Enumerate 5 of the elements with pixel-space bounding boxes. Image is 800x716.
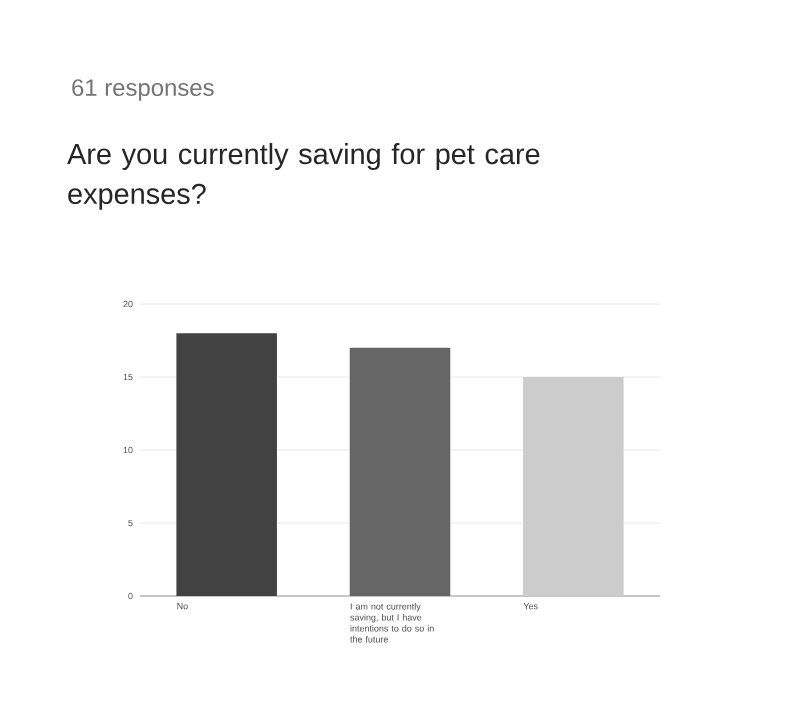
chart-title: Are you currently saving for pet care expenses? — [67, 143, 540, 210]
bar — [176, 333, 277, 597]
bar — [349, 347, 451, 597]
bar — [523, 377, 624, 597]
chart-subtitle: 61 responses — [72, 79, 214, 101]
